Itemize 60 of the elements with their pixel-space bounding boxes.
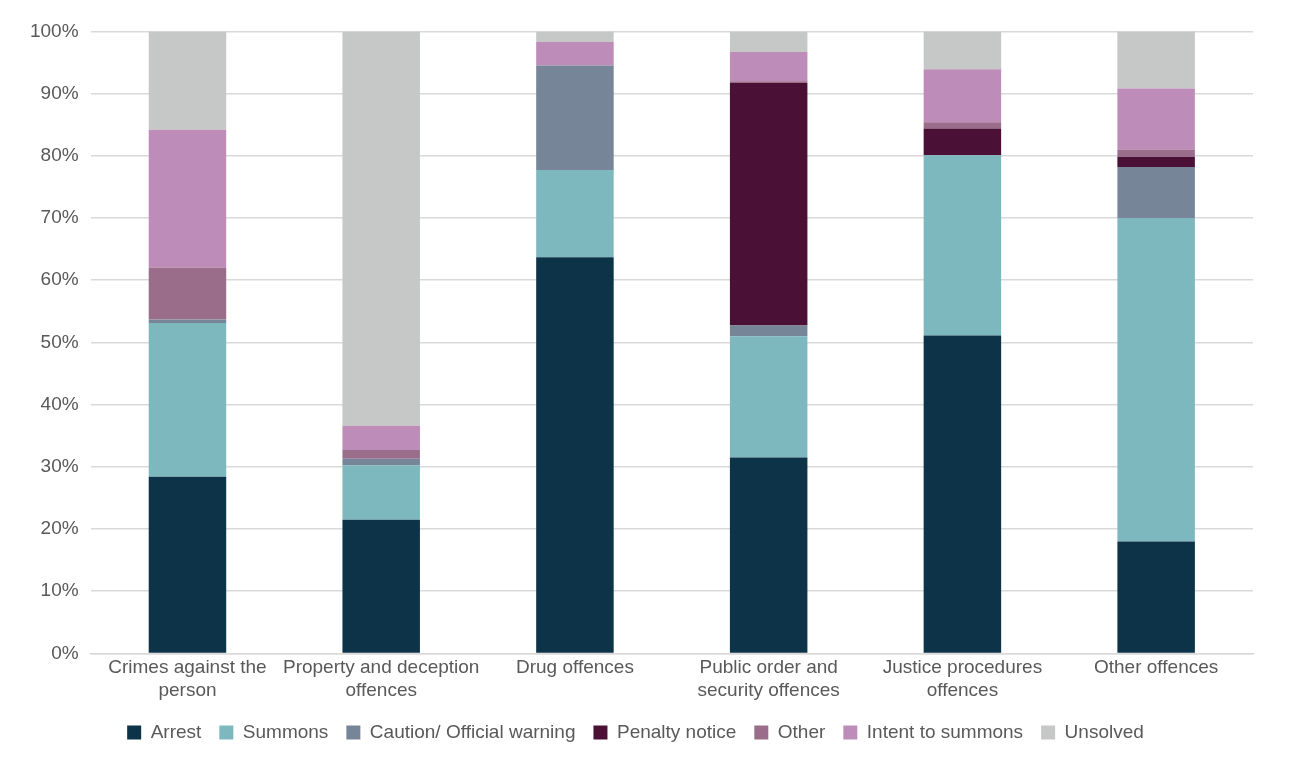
bar [342,450,420,459]
bar [148,31,227,130]
bar [729,325,808,337]
bar [148,476,227,653]
legend-label: Caution/ Official warning [369,720,576,742]
bar [536,41,614,66]
bar [342,519,420,653]
legend-label: Other [777,720,826,742]
bar [536,65,614,171]
y-tick-label: 80% [40,144,79,166]
x-tick-label: Property and deception offences [282,656,480,700]
y-tick-label: 0% [51,641,79,663]
bar [148,129,227,268]
bar [536,31,614,42]
bar [729,31,808,52]
bar [1117,218,1195,542]
legend-label: Arrest [150,720,203,742]
y-tick-label: 50% [40,330,79,352]
bar [923,155,1002,336]
y-tick-label: 90% [40,81,79,103]
legend-label: Penalty notice [616,720,737,742]
bar [536,257,614,653]
bar [536,170,614,258]
bar [342,465,420,520]
bar [923,69,1002,123]
bar [1117,88,1195,150]
y-tick-label: 10% [40,579,79,601]
bar [342,425,420,451]
bar [1117,541,1195,653]
x-tick-label: Public order and security offences [697,656,840,700]
bar [1117,31,1195,89]
bar [923,31,1002,70]
bar [923,122,1002,129]
bar [1117,157,1195,167]
legend-label: Unsolved [1064,720,1144,742]
x-tick-label: Justice procedures offences [882,656,1043,700]
y-tick-label: 100% [29,19,79,41]
bar [148,267,227,320]
bar [148,323,227,477]
x-tick-label: Other offences [1093,656,1219,678]
bar [729,336,808,458]
bar [1117,149,1195,158]
y-tick-label: 20% [40,517,79,539]
bar [729,457,808,653]
legend-label: Intent to summons [866,720,1024,742]
y-tick-label: 30% [40,455,79,477]
y-tick-label: 60% [40,268,79,290]
bar [1117,167,1195,218]
bar [342,31,420,426]
bar [342,458,420,466]
x-tick-label: Crimes against the person [108,656,267,700]
y-tick-label: 40% [40,392,79,414]
legend-label: Summons [242,720,329,742]
x-tick-label: Drug offences [515,656,634,678]
bar [729,51,808,82]
bar [729,83,808,326]
y-tick-label: 70% [40,206,79,228]
bar [923,335,1002,653]
bar [923,128,1002,156]
bar [148,319,227,324]
